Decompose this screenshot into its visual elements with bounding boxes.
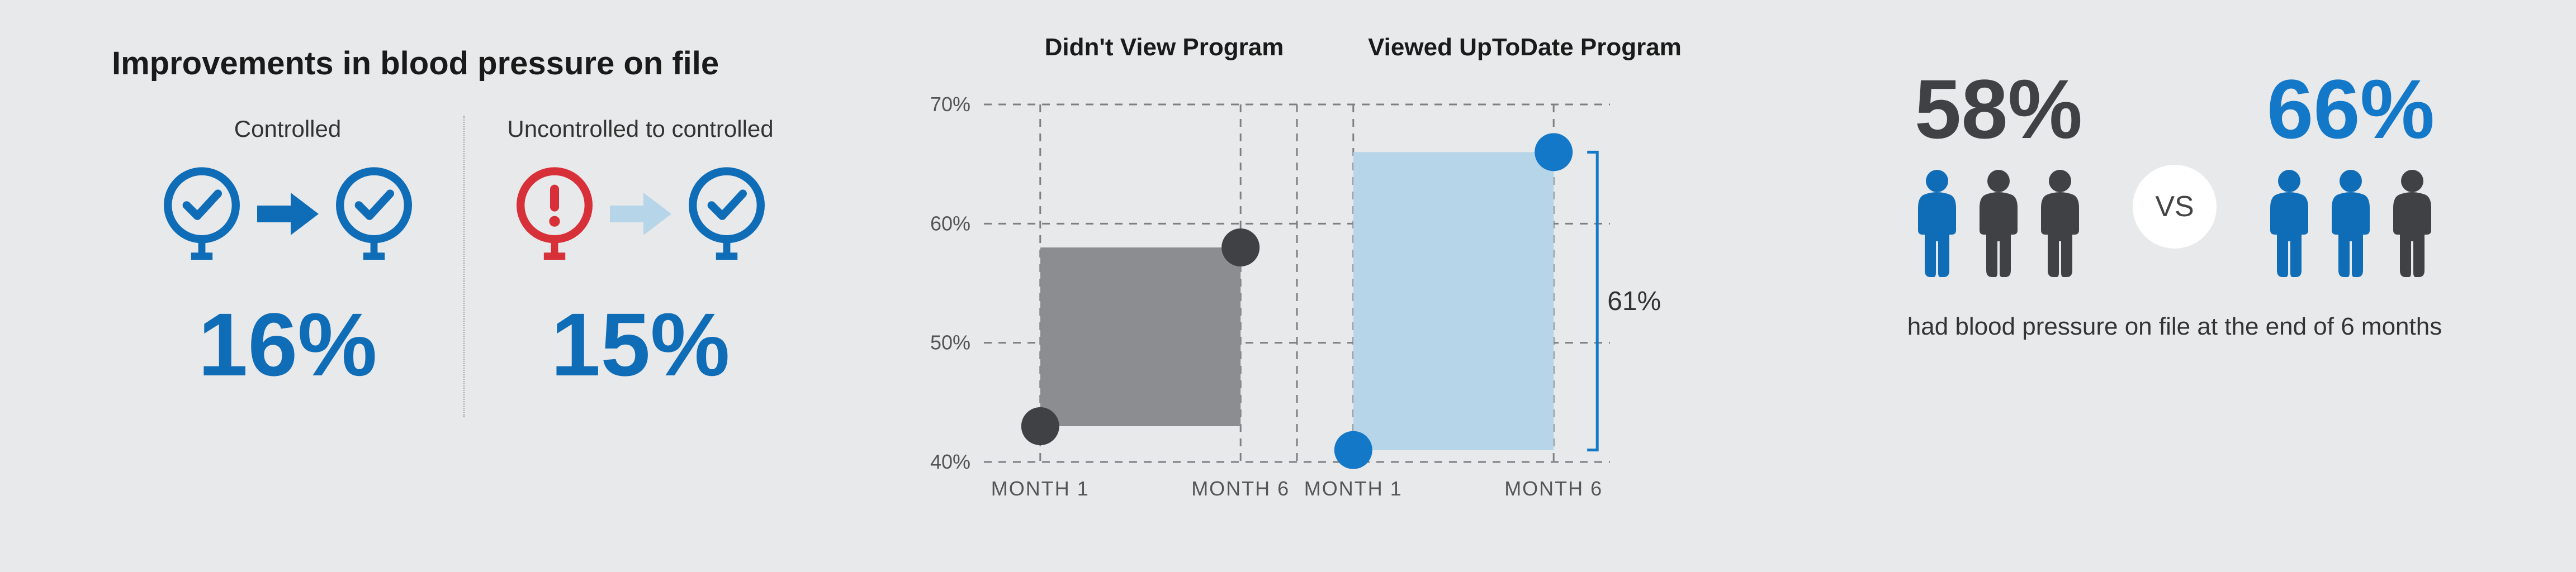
- gauge-check-icon: [682, 165, 771, 265]
- controlled-icons: [157, 165, 419, 265]
- controlled-pct: 16%: [198, 293, 377, 396]
- gauge-alert-icon: [510, 165, 599, 265]
- person-icon: [2384, 168, 2440, 279]
- svg-text:MONTH 6: MONTH 6: [1191, 477, 1290, 500]
- svg-text:MONTH 6: MONTH 6: [1504, 477, 1603, 500]
- person-icon: [1971, 168, 2026, 279]
- arrow-right-light-icon: [607, 186, 674, 245]
- people-right: [2261, 168, 2440, 279]
- gauge-check-icon: [157, 165, 247, 265]
- vs-badge: VS: [2133, 165, 2217, 249]
- comparison-caption: had blood pressure on file at the end of…: [1817, 313, 2532, 341]
- person-icon: [2032, 168, 2088, 279]
- panel-chart: Didn't View Program Viewed UpToDate Prog…: [839, 34, 1750, 538]
- chart-title-left: Didn't View Program: [984, 34, 1344, 61]
- uncontrolled-pct: 15%: [551, 293, 730, 396]
- svg-text:70%: 70%: [930, 93, 970, 116]
- person-icon: [2323, 168, 2379, 279]
- chart-title-right: Viewed UpToDate Program: [1344, 34, 1705, 61]
- left-pct: 58%: [1915, 67, 2082, 151]
- chart-svg: 40% 50% 60% 70% 61% MONTH 1 MONTH 6 MONTH 1 MONT…: [894, 73, 1705, 538]
- right-pct: 66%: [2267, 67, 2435, 151]
- uncontrolled-col: Uncontrolled to controlled: [465, 116, 816, 527]
- uncontrolled-icons: [510, 165, 771, 265]
- panel-comparison: 58% VS 66% had blood pressure on file at…: [1750, 34, 2576, 538]
- svg-text:50%: 50%: [930, 331, 970, 354]
- left-group: 58%: [1909, 67, 2088, 279]
- controlled-label: Controlled: [234, 116, 341, 142]
- comparison-row: 58% VS 66%: [1817, 67, 2532, 279]
- person-icon: [1909, 168, 1965, 279]
- chart-area: 40% 50% 60% 70% 61% MONTH 1 MONTH 6 MONTH 1 MONT…: [894, 73, 1705, 538]
- svg-text:MONTH 1: MONTH 1: [991, 477, 1090, 500]
- uncontrolled-label: Uncontrolled to controlled: [507, 116, 773, 142]
- svg-text:40%: 40%: [930, 450, 970, 473]
- controlled-col: Controlled: [112, 116, 463, 527]
- panel1-row: Controlled: [112, 116, 816, 527]
- person-icon: [2261, 168, 2317, 279]
- svg-text:60%: 60%: [930, 212, 970, 235]
- right-group: 66%: [2261, 67, 2440, 279]
- panel-improvements: Improvements in blood pressure on file C…: [67, 34, 839, 538]
- chart-titles: Didn't View Program Viewed UpToDate Prog…: [984, 34, 1705, 61]
- panel1-title: Improvements in blood pressure on file: [112, 45, 816, 82]
- svg-text:MONTH 1: MONTH 1: [1304, 477, 1403, 500]
- svg-text:61%: 61%: [1607, 287, 1661, 316]
- infographic-wrap: Improvements in blood pressure on file C…: [0, 0, 2576, 572]
- people-left: [1909, 168, 2088, 279]
- arrow-right-icon: [254, 186, 321, 245]
- gauge-check-icon: [329, 165, 419, 265]
